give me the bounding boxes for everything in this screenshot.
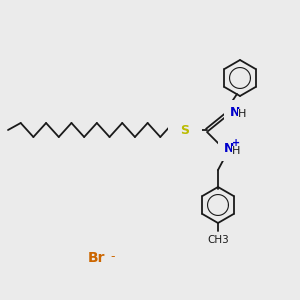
Text: H: H — [238, 109, 246, 119]
Text: N: N — [230, 106, 240, 119]
Text: CH3: CH3 — [207, 235, 229, 245]
Text: H: H — [232, 146, 240, 156]
Text: S: S — [181, 124, 190, 136]
Text: N: N — [224, 142, 234, 154]
Text: Br: Br — [88, 251, 105, 265]
Text: -: - — [107, 250, 116, 262]
Text: +: + — [232, 138, 240, 148]
